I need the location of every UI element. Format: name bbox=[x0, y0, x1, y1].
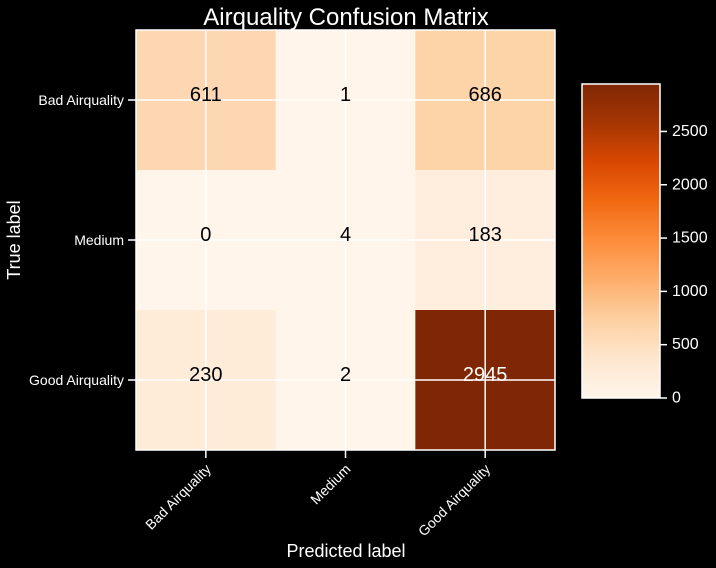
colorbar-tick-label: 2500 bbox=[672, 123, 708, 140]
x-tick-label: Good Airquality bbox=[415, 461, 493, 539]
cell-value-label: 230 bbox=[189, 364, 222, 386]
cell-value-label: 0 bbox=[200, 224, 211, 246]
grid-lines bbox=[136, 30, 556, 450]
y-tick-label: Good Airquality bbox=[29, 372, 124, 388]
colorbar-tick-label: 2000 bbox=[672, 176, 708, 193]
y-tick-label: Bad Airquality bbox=[38, 92, 124, 108]
cell-value-label: 686 bbox=[468, 84, 501, 106]
x-tick-label: Bad Airquality bbox=[142, 461, 214, 533]
x-axis-ticks: Bad Airquality Medium Good Airquality bbox=[142, 450, 493, 539]
cell-value-label: 2 bbox=[340, 364, 351, 386]
colorbar-tick-label: 500 bbox=[672, 336, 699, 353]
chart-title: Airquality Confusion Matrix bbox=[203, 4, 488, 31]
cell-value-label: 183 bbox=[468, 224, 501, 246]
colorbar-tick-label: 0 bbox=[672, 390, 681, 407]
colorbar-tick-label: 1500 bbox=[672, 230, 708, 247]
colorbar-tick-label: 1000 bbox=[672, 283, 708, 300]
cell-value-label: 2945 bbox=[463, 364, 508, 386]
x-tick-label: Medium bbox=[307, 461, 354, 508]
cell-value-label: 4 bbox=[340, 224, 351, 246]
colorbar-ticks: 0 500 1000 1500 2000 2500 bbox=[660, 123, 708, 407]
y-tick-label: Medium bbox=[74, 232, 124, 248]
cell-value-label: 611 bbox=[190, 84, 222, 106]
y-axis-label: True label bbox=[4, 200, 24, 279]
y-axis-ticks: Bad Airquality Medium Good Airquality bbox=[29, 92, 136, 388]
cell-value-label: 1 bbox=[340, 84, 351, 106]
x-axis-label: Predicted label bbox=[286, 541, 405, 561]
colorbar bbox=[581, 83, 661, 399]
cell-value-labels: 611 1 686 0 4 183 230 2 2945 bbox=[189, 84, 507, 386]
